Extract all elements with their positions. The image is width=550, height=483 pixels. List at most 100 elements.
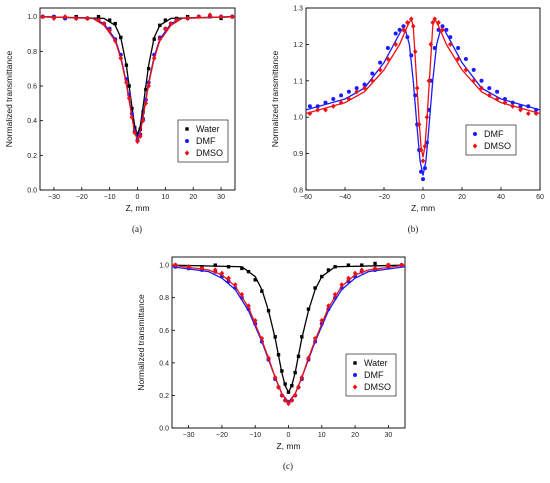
data-point-water (253, 278, 257, 282)
data-point-dmso (412, 49, 418, 55)
data-point-dmso (219, 270, 225, 276)
data-point-dmso (118, 55, 124, 61)
data-point-water (163, 18, 168, 22)
data-point-water (313, 286, 317, 290)
legend: Water DMF DMSO (345, 353, 397, 397)
data-point-dmso (307, 110, 313, 117)
data-point-water (226, 265, 231, 269)
data-point-dmso (246, 303, 251, 309)
data-point-dmso (73, 15, 79, 21)
data-point-dmso (418, 147, 424, 153)
data-point-dmf (448, 35, 453, 40)
y-tick-label: 1.0 (293, 115, 303, 122)
data-point-dmso (218, 14, 224, 20)
data-point-dmf (339, 93, 344, 98)
data-point-dmso (312, 335, 318, 342)
x-tick-label: 0 (287, 432, 291, 439)
legend-marker-dmf (185, 139, 189, 143)
x-tick-label: 0 (136, 194, 140, 201)
data-point-dmso (163, 26, 168, 32)
y-axis-label: Normalized transmittance (136, 294, 146, 391)
data-point-dmf (354, 86, 359, 91)
data-point-water (326, 268, 331, 272)
data-point-dmso (137, 133, 143, 139)
data-point-water (360, 263, 364, 267)
plot-data (306, 16, 540, 182)
data-point-water (293, 370, 297, 375)
data-point-dmso (494, 96, 500, 102)
y-tick-label: 1.2 (293, 42, 303, 49)
x-tick-label: 0 (421, 194, 425, 201)
data-point-dmso (479, 85, 484, 91)
data-point-dmso (124, 79, 129, 86)
data-point-water (283, 382, 287, 386)
data-point-water (286, 390, 291, 394)
data-point-dmso (62, 14, 68, 20)
data-point-dmso (426, 78, 432, 84)
data-point-dmso (279, 392, 285, 399)
legend-label-water: Water (364, 358, 388, 368)
data-point-dmso (352, 270, 358, 276)
legend-label-dmso: DMSO (364, 382, 391, 392)
data-point-dmso (471, 78, 476, 84)
data-point-dmso (226, 275, 231, 281)
data-point-dmso (409, 16, 414, 22)
data-point-dmso (229, 14, 235, 20)
data-point-dmso (346, 96, 352, 102)
data-point-dmso (424, 114, 430, 120)
data-point-dmf (502, 97, 507, 101)
legend-marker-dmso (184, 150, 190, 156)
data-point-dmso (292, 392, 298, 399)
data-point-water (135, 132, 140, 137)
data-point-dmf (432, 46, 437, 51)
data-point-dmso (323, 107, 328, 113)
data-point-dmso (289, 397, 295, 403)
data-point-dmf (463, 56, 468, 61)
data-point-water (130, 106, 134, 111)
data-point-dmf (385, 46, 390, 51)
legend-label-dmf: DMF (364, 370, 384, 380)
data-point-water (306, 307, 311, 311)
data-point-dmf (413, 93, 418, 98)
data-point-water (320, 274, 324, 279)
data-point-dmso (510, 103, 515, 109)
legend-label-dmso: DMSO (196, 148, 223, 158)
x-tick-label: −20 (76, 194, 88, 201)
legend-marker-water (185, 127, 189, 131)
y-axis-label: Normalized transmittance (270, 51, 280, 148)
data-point-dmso (207, 12, 213, 18)
data-point-dmso (212, 267, 218, 273)
plot-data (40, 12, 235, 145)
x-tick-label: −30 (183, 432, 195, 439)
panel-caption: (c) (283, 461, 293, 471)
data-point-dmso (196, 14, 202, 20)
data-point-dmso (126, 95, 132, 101)
fit-line-dmso (306, 17, 540, 158)
data-point-dmso (151, 55, 157, 61)
data-point-dmso (51, 15, 57, 21)
data-point-water (276, 353, 281, 357)
x-tick-label: 20 (189, 194, 197, 201)
data-point-dmso (276, 384, 281, 390)
x-tick-label: 10 (318, 432, 326, 439)
data-point-water (333, 265, 337, 269)
data-point-dmso (463, 67, 469, 73)
chart-panel-b: −60 −40 −20 0 20 40 60 0.8 0.9 1.0 1.1 1.2 1.3 Z, mm N… (270, 6, 544, 235)
data-point-dmf (471, 67, 476, 72)
data-point-dmso (296, 384, 301, 390)
x-tick-label: −10 (249, 432, 261, 439)
x-tick-label: −10 (104, 194, 116, 201)
data-point-dmso (232, 282, 238, 288)
x-tick-label: 60 (536, 194, 544, 201)
plot-data (172, 261, 405, 407)
data-point-dmf (346, 89, 351, 94)
data-point-dmso (526, 110, 531, 117)
data-point-water (373, 261, 377, 266)
data-point-dmf (405, 35, 410, 40)
data-point-dmf (370, 71, 375, 76)
chart-panel-c: −30 −20 −10 0 10 20 30 0.0 0.2 0.4 0.6 0.8 1.0 Z, mm N… (136, 256, 406, 471)
data-point-dmso (319, 317, 325, 324)
data-point-dmso (306, 355, 311, 361)
y-tick-label: 0.0 (27, 188, 37, 195)
data-point-dmso (455, 56, 461, 62)
